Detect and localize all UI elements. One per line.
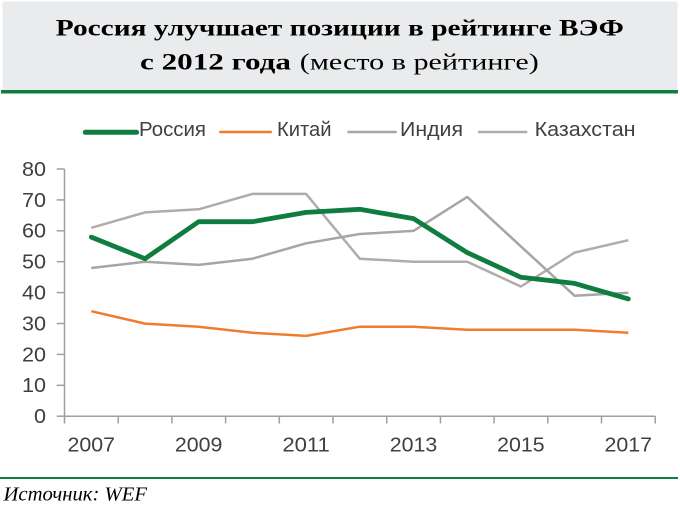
svg-text:2007: 2007 bbox=[68, 435, 116, 457]
svg-text:Источник: WEF: Источник: WEF bbox=[2, 484, 147, 506]
svg-text:Россия улучшает позиции в рейт: Россия улучшает позиции в рейтинге ВЭФ bbox=[56, 16, 624, 41]
svg-text:20: 20 bbox=[22, 344, 46, 366]
svg-text:50: 50 bbox=[22, 252, 46, 274]
svg-text:70: 70 bbox=[22, 190, 46, 212]
svg-text:Китай: Китай bbox=[277, 119, 332, 141]
svg-text:0: 0 bbox=[34, 406, 46, 428]
svg-text:(место в рейтинге): (место в рейтинге) bbox=[300, 50, 539, 75]
svg-text:Казахстан: Казахстан bbox=[535, 119, 636, 141]
svg-text:2011: 2011 bbox=[282, 435, 330, 457]
svg-text:2015: 2015 bbox=[497, 435, 545, 457]
svg-text:с 2012 года: с 2012 года bbox=[140, 50, 292, 75]
svg-text:Россия: Россия bbox=[139, 119, 206, 141]
svg-text:80: 80 bbox=[22, 159, 46, 181]
svg-text:40: 40 bbox=[22, 283, 46, 305]
svg-text:Индия: Индия bbox=[400, 119, 463, 141]
svg-text:2013: 2013 bbox=[390, 435, 438, 457]
svg-text:2009: 2009 bbox=[175, 435, 223, 457]
svg-text:2017: 2017 bbox=[605, 435, 653, 457]
svg-text:60: 60 bbox=[22, 221, 46, 243]
svg-text:30: 30 bbox=[22, 313, 46, 335]
svg-text:10: 10 bbox=[22, 375, 46, 397]
